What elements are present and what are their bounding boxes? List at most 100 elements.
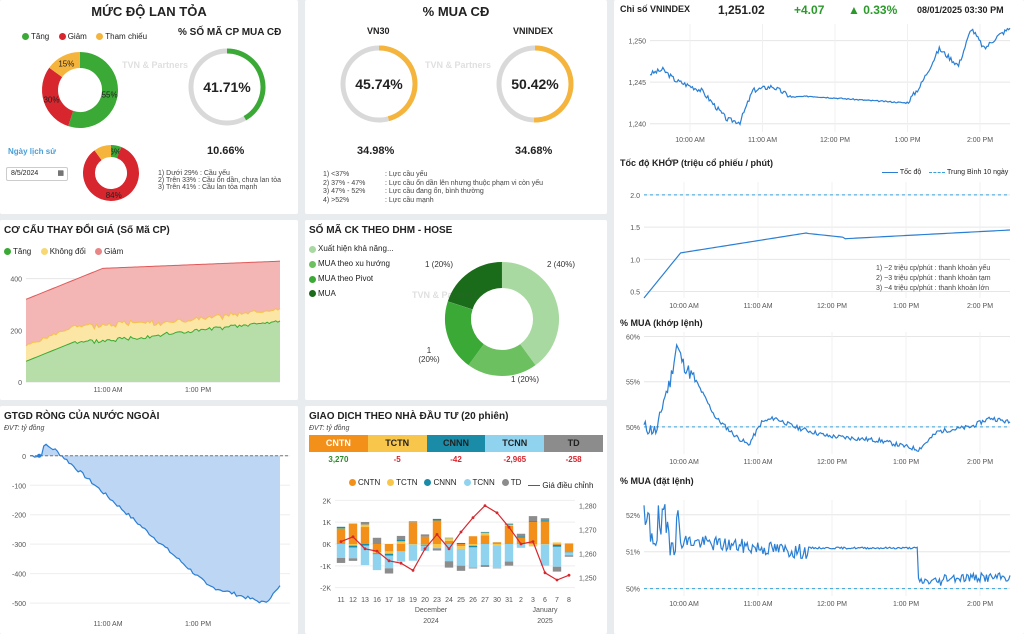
calendar-icon[interactable]: ▦ bbox=[57, 170, 64, 177]
increase-area bbox=[26, 320, 280, 382]
investor-bar bbox=[552, 542, 562, 544]
y-tick-label: 50% bbox=[626, 425, 640, 432]
y-tick-label-left: 1K bbox=[322, 520, 331, 527]
y-tick-label: 50% bbox=[626, 587, 640, 594]
vnindex-history-value: 34.68% bbox=[515, 145, 553, 157]
legend-increase: Tăng bbox=[4, 247, 31, 256]
investor-bar bbox=[444, 540, 454, 544]
y-tick-label: -300 bbox=[12, 542, 26, 549]
slice-label: 6% bbox=[109, 147, 121, 156]
y-tick-label: 1.5 bbox=[630, 225, 640, 232]
legend-pivot-buy: MUA theo Pivot bbox=[309, 272, 373, 287]
net-flow-line bbox=[29, 443, 281, 604]
vnindex-gauge: 50.42% bbox=[496, 45, 574, 123]
investor-panel: GIAO DỊCH THEO NHÀ ĐẦU TƯ (20 phiên) ĐVT… bbox=[305, 406, 607, 634]
history-date-value: 8/5/2024 bbox=[11, 170, 39, 177]
investor-bar bbox=[432, 544, 442, 548]
legend-tcnn: TCNN bbox=[463, 478, 495, 487]
y-tick-label: 1,250 bbox=[628, 39, 646, 46]
gauge-fill bbox=[226, 48, 266, 121]
vn30-label: VN30 bbox=[367, 26, 390, 36]
investor-bar bbox=[516, 537, 526, 544]
year-label: 2025 bbox=[537, 618, 553, 625]
adjusted-price-point bbox=[339, 540, 343, 543]
history-date-picker[interactable]: 8/5/2024 ▦ bbox=[6, 167, 68, 181]
series-line bbox=[649, 27, 1011, 126]
decrease-area bbox=[26, 261, 280, 347]
investor-tab-td[interactable]: TD bbox=[544, 435, 603, 452]
investor-tab-tctn[interactable]: TCTN bbox=[367, 435, 427, 452]
investor-bar bbox=[468, 547, 478, 568]
investor-tab-value: -258 bbox=[565, 455, 582, 464]
investor-bar bbox=[540, 544, 550, 566]
legend-trend-buy: MUA theo xu hướng bbox=[309, 257, 390, 272]
investor-bar bbox=[468, 536, 478, 544]
investor-bar bbox=[420, 534, 430, 537]
investor-tab-tcnn[interactable]: TCNN bbox=[485, 435, 545, 452]
legend-cntn: CNTN bbox=[349, 478, 380, 487]
vnindex-line-chart: 1,250 1,245 1,240 10:00 AM 11:00 AM 12:00 PM 1… bbox=[628, 24, 1011, 144]
dhm-label-1: 2 (40%) bbox=[547, 260, 576, 269]
buy-cd-notes-left: 1) <37% 2) 37% - 47% 3) 47% - 52% 4) >52% bbox=[323, 171, 366, 204]
structure-title: CƠ CẤU THAY ĐỔI GIÁ (Số Mã CP) bbox=[4, 225, 170, 236]
investor-bar bbox=[372, 552, 382, 554]
x-tick-label: 11:00 AM bbox=[93, 621, 122, 628]
foreign-panel: GTGD RÒNG CỦA NƯỚC NGOÀI ĐVT: tỷ đồng 0 -… bbox=[0, 406, 298, 634]
buy-cd-notes-right: : Lực cầu yếu: Lực cầu ổn dần lên nhưng … bbox=[385, 171, 544, 204]
breadth-title: MỨC ĐỘ LAN TỎA bbox=[91, 4, 207, 19]
x-tick-label: 11:00 AM bbox=[743, 459, 772, 466]
adjusted-price-point bbox=[495, 511, 499, 515]
vn30-gauge: 45.74% bbox=[340, 45, 418, 123]
x-tick-label: 1:00 PM bbox=[185, 387, 211, 394]
x-tick-label: 19 bbox=[409, 597, 417, 604]
x-tick-label: 12:00 PM bbox=[820, 137, 850, 144]
investor-bar bbox=[504, 544, 514, 562]
adjusted-price-point bbox=[423, 547, 427, 551]
adjusted-price-point bbox=[363, 547, 367, 551]
speed-line-chart: 2.0 1.5 1.0 0.5 10:00 AM 11:00 AM 12:00 PM 1:00… bbox=[630, 182, 1011, 310]
mua-khop-title: % MUA (khớp lệnh) bbox=[620, 318, 703, 328]
y-tick-label: 2.0 bbox=[630, 193, 640, 200]
x-tick-label: 2:00 PM bbox=[967, 601, 993, 608]
investor-bar bbox=[480, 535, 490, 544]
x-tick-label: 16 bbox=[373, 597, 381, 604]
investor-bar bbox=[540, 521, 550, 544]
history-donut-chart: 6% 84% bbox=[83, 145, 139, 201]
adjusted-price-point bbox=[459, 530, 463, 534]
investor-tabs: CNTN 3,270 TCTN -5 CNNN -42 TCNN -2,965 TD -258 bbox=[309, 435, 603, 469]
investor-bar bbox=[336, 557, 346, 563]
investor-bar bbox=[504, 525, 514, 544]
vnindex-value: 1,251.02 bbox=[718, 3, 765, 17]
investor-bar bbox=[552, 566, 562, 572]
investor-bar bbox=[360, 524, 370, 528]
x-tick-label: 24 bbox=[445, 597, 453, 604]
y-tick-label: -100 bbox=[12, 483, 26, 490]
investor-bar bbox=[528, 516, 538, 522]
x-tick-label: 23 bbox=[433, 597, 441, 604]
investor-tab-cntn[interactable]: CNTN bbox=[309, 435, 368, 452]
y-tick-label: 60% bbox=[626, 335, 640, 342]
y-tick-label-right: 1,250 bbox=[579, 576, 597, 583]
month-label: December bbox=[415, 607, 448, 614]
legend-buy: MUA bbox=[309, 287, 336, 302]
investor-bar bbox=[540, 520, 550, 522]
legend-appear: Xuất hiện khả năng... bbox=[309, 242, 394, 257]
investor-bar bbox=[396, 535, 406, 540]
investor-tab-cnnn[interactable]: CNNN bbox=[426, 435, 486, 452]
x-tick-label: 1:00 PM bbox=[893, 459, 919, 466]
increase-line bbox=[25, 320, 281, 362]
history-value: 10.66% bbox=[207, 145, 245, 157]
investor-bar bbox=[516, 544, 526, 548]
y-tick-label: 51% bbox=[626, 550, 640, 557]
y-tick-label: 200 bbox=[10, 328, 22, 335]
x-tick-label: 10:00 AM bbox=[669, 303, 699, 310]
x-tick-label: 1:00 PM bbox=[894, 137, 920, 144]
investor-bar bbox=[468, 544, 478, 546]
vnindex-datetime: 08/01/2025 03:30 PM bbox=[917, 5, 1004, 15]
investor-bar bbox=[564, 544, 574, 553]
adjusted-price-point bbox=[399, 561, 403, 565]
investor-bar bbox=[456, 546, 466, 549]
investor-bar bbox=[504, 561, 514, 566]
donut-slice bbox=[110, 145, 122, 159]
legend-avg: Trung Bình 10 ngày bbox=[947, 169, 1009, 176]
